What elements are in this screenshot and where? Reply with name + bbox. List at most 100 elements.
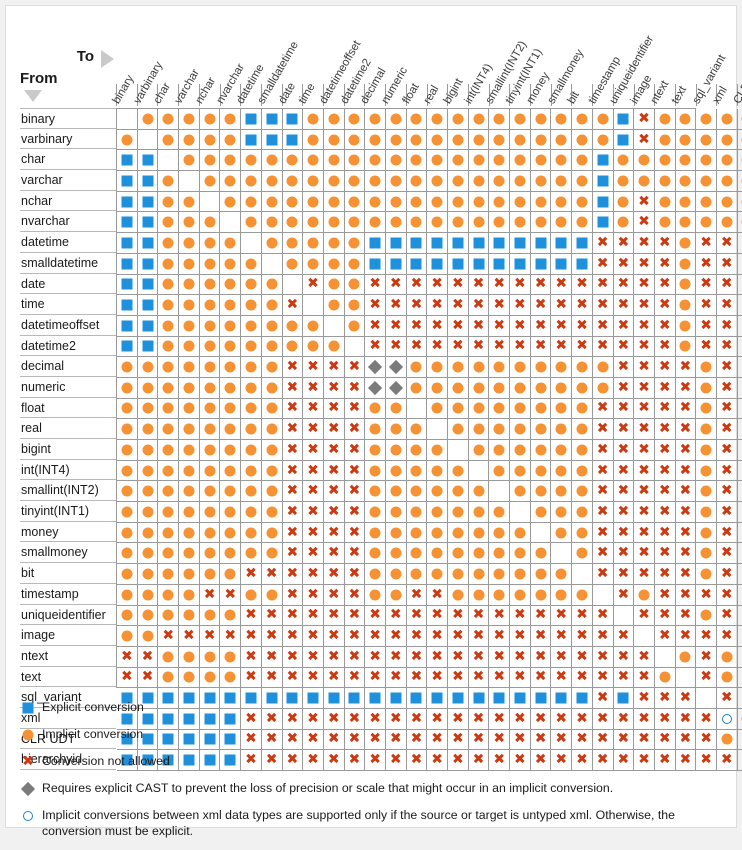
row-header-ntext: ntext: [20, 646, 116, 667]
implicit-conversion-marker: [680, 237, 691, 248]
row-header-float: float: [20, 398, 116, 419]
cell-varchar-to-datetimeoffset: [324, 171, 345, 192]
cell-datetime-to-image: ✖: [634, 233, 655, 254]
not-allowed-marker: ✖: [513, 340, 526, 353]
implicit-conversion-marker: [183, 134, 194, 145]
cell-char-to-bit: [572, 150, 593, 171]
cell-float-to-real: [427, 399, 448, 420]
cell-timestamp-to-datetime2: ✖: [345, 585, 366, 606]
cell-smalldatetime-to-money: [531, 254, 552, 275]
cell-ntext-to-ntext: [655, 647, 676, 668]
cell-time-to-float: ✖: [407, 295, 428, 316]
cell-uniqueidentifier-to-datetime: ✖: [241, 606, 262, 627]
cell-varchar-to-smallintint2: [489, 171, 510, 192]
cell-text-to-sql_variant: ✖: [696, 668, 717, 689]
cell-image-to-intint4: ✖: [469, 626, 490, 647]
not-allowed-marker: ✖: [720, 464, 733, 477]
cast-required-marker: [368, 360, 382, 374]
not-allowed-marker: ✖: [348, 361, 361, 374]
cell-float-to-datetime2: ✖: [345, 399, 366, 420]
not-allowed-marker: ✖: [307, 650, 320, 663]
implicit-conversion-marker: [183, 486, 194, 497]
cell-float-to-intint4: [469, 399, 490, 420]
not-allowed-marker: ✖: [658, 505, 671, 518]
not-allowed-marker: ✖: [348, 464, 361, 477]
column-header-char: char: [152, 81, 173, 106]
cell-money-to-float: [407, 523, 428, 544]
cell-date-to-float: ✖: [407, 275, 428, 296]
not-allowed-marker: ✖: [286, 671, 299, 684]
not-allowed-marker: ✖: [307, 547, 320, 560]
explicit-conversion-marker: [121, 155, 132, 166]
cell-time-to-nvarchar: [220, 295, 241, 316]
cell-datetime2-to-date: [283, 337, 304, 358]
not-allowed-marker: ✖: [720, 381, 733, 394]
implicit-conversion-marker: [121, 444, 132, 455]
explicit-conversion-marker: [121, 300, 132, 311]
cell-nvarchar-to-xml: [717, 212, 738, 233]
not-allowed-marker: ✖: [658, 381, 671, 394]
implicit-conversion-marker: [204, 568, 215, 579]
cell-decimal-to-decimal: [365, 357, 386, 378]
cell-varchar-to-nchar: [200, 171, 221, 192]
cell-time-to-intint4: ✖: [469, 295, 490, 316]
cell-binary-to-image: ✖: [634, 109, 655, 130]
not-allowed-marker: ✖: [513, 299, 526, 312]
not-allowed-marker: ✖: [327, 423, 340, 436]
cell-datetime-to-binary: [117, 233, 138, 254]
implicit-conversion-marker: [556, 113, 567, 124]
not-allowed-marker: ✖: [658, 278, 671, 291]
cell-timestamp-to-tinyintint1: [510, 585, 531, 606]
implicit-conversion-marker: [701, 424, 712, 435]
implicit-conversion-marker: [432, 113, 443, 124]
cell-numeric-to-tinyintint1: [510, 378, 531, 399]
not-allowed-marker: ✖: [493, 609, 506, 622]
implicit-conversion-marker: [266, 506, 277, 517]
cell-smalldatetime-to-smalldatetime: [262, 254, 283, 275]
cell-varbinary-to-money: [531, 130, 552, 151]
implicit-conversion-marker: [680, 155, 691, 166]
not-allowed-marker: ✖: [410, 609, 423, 622]
implicit-conversion-marker: [701, 568, 712, 579]
row-header-char: char: [20, 149, 116, 170]
cell-float-to-nchar: [200, 399, 221, 420]
cell-tinyintint1-to-nvarchar: [220, 502, 241, 523]
not-allowed-marker: ✖: [700, 299, 713, 312]
not-allowed-marker: ✖: [700, 630, 713, 643]
implicit-conversion-marker: [266, 382, 277, 393]
implicit-conversion-marker: [163, 196, 174, 207]
implicit-conversion-marker: [183, 300, 194, 311]
cell-uniqueidentifier-to-intint4: ✖: [469, 606, 490, 627]
cell-uniqueidentifier-to-varbinary: [138, 606, 159, 627]
cell-numeric-to-text: ✖: [676, 378, 697, 399]
explicit-conversion-marker: [452, 258, 463, 269]
cell-intint4-to-datetimeoffset: ✖: [324, 461, 345, 482]
implicit-conversion-marker: [204, 341, 215, 352]
cell-bigint-to-ntext: ✖: [655, 440, 676, 461]
implicit-conversion-marker: [183, 320, 194, 331]
implicit-conversion-marker: [659, 672, 670, 683]
cell-decimal-to-timestamp: [593, 357, 614, 378]
not-allowed-marker: ✖: [307, 278, 320, 291]
not-allowed-marker: ✖: [638, 257, 651, 270]
matrix-row: ✖✖✖✖✖✖✖✖✖✖✖: [117, 357, 696, 378]
cell-binary-to-intint4: [469, 109, 490, 130]
cell-bigint-to-datetimeoffset: ✖: [324, 440, 345, 461]
cell-varbinary-to-varchar: [179, 130, 200, 151]
not-allowed-marker: ✖: [369, 630, 382, 643]
row-header-datetime2: datetime2: [20, 336, 116, 357]
cell-datetime-to-char: [158, 233, 179, 254]
cell-uniqueidentifier-to-smallmoney: ✖: [551, 606, 572, 627]
not-allowed-marker: ✖: [617, 650, 630, 663]
implicit-conversion-marker: [183, 196, 194, 207]
cell-date-to-timestamp: ✖: [593, 275, 614, 296]
cell-datetime-to-smallintint2: [489, 233, 510, 254]
cell-date-to-binary: [117, 275, 138, 296]
cell-ntext-to-numeric: ✖: [386, 647, 407, 668]
cell-nchar-to-smallintint2: [489, 192, 510, 213]
cell-numeric-to-datetimeoffset: ✖: [324, 378, 345, 399]
legend-row: Implicit conversions between xml data ty…: [20, 808, 720, 839]
not-allowed-marker: ✖: [244, 650, 257, 663]
implicit-conversion-marker: [163, 527, 174, 538]
